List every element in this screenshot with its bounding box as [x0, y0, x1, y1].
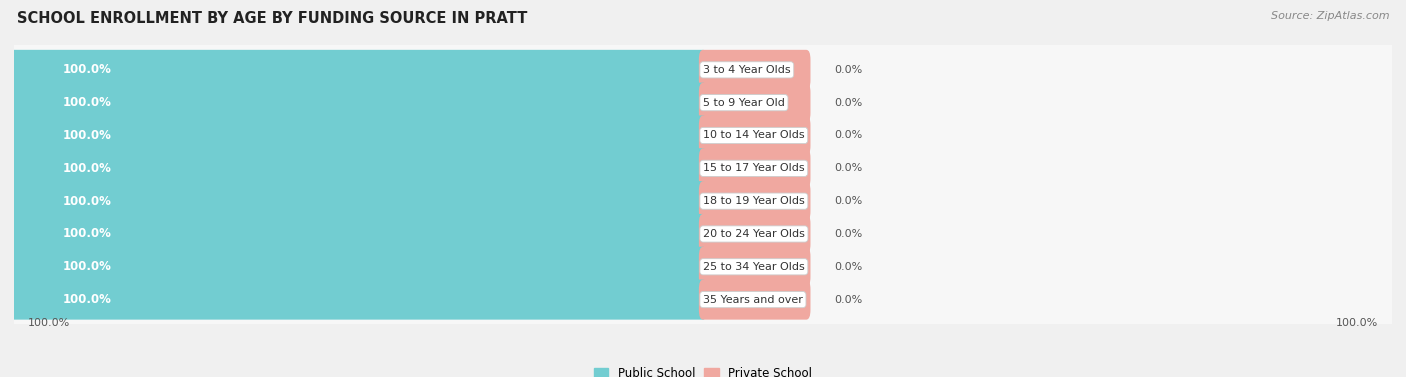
FancyBboxPatch shape: [10, 148, 707, 188]
Text: 10 to 14 Year Olds: 10 to 14 Year Olds: [703, 130, 804, 141]
Text: Source: ZipAtlas.com: Source: ZipAtlas.com: [1271, 11, 1389, 21]
Text: 0.0%: 0.0%: [834, 262, 862, 272]
FancyBboxPatch shape: [11, 172, 1395, 230]
FancyBboxPatch shape: [10, 214, 707, 254]
FancyBboxPatch shape: [10, 181, 707, 221]
Text: 15 to 17 Year Olds: 15 to 17 Year Olds: [703, 163, 804, 173]
Text: 5 to 9 Year Old: 5 to 9 Year Old: [703, 98, 785, 108]
FancyBboxPatch shape: [11, 238, 1395, 296]
Text: 100.0%: 100.0%: [62, 63, 111, 77]
FancyBboxPatch shape: [699, 115, 810, 156]
FancyBboxPatch shape: [699, 83, 810, 123]
Text: 25 to 34 Year Olds: 25 to 34 Year Olds: [703, 262, 804, 272]
FancyBboxPatch shape: [699, 50, 810, 90]
FancyBboxPatch shape: [10, 115, 707, 156]
FancyBboxPatch shape: [699, 280, 810, 320]
Legend: Public School, Private School: Public School, Private School: [593, 367, 813, 377]
FancyBboxPatch shape: [11, 74, 1395, 132]
Text: SCHOOL ENROLLMENT BY AGE BY FUNDING SOURCE IN PRATT: SCHOOL ENROLLMENT BY AGE BY FUNDING SOUR…: [17, 11, 527, 26]
Text: 100.0%: 100.0%: [62, 227, 111, 241]
FancyBboxPatch shape: [11, 139, 1395, 197]
FancyBboxPatch shape: [10, 247, 707, 287]
FancyBboxPatch shape: [699, 148, 810, 188]
Text: 100.0%: 100.0%: [62, 260, 111, 273]
Text: 100.0%: 100.0%: [28, 318, 70, 328]
FancyBboxPatch shape: [11, 107, 1395, 164]
FancyBboxPatch shape: [11, 205, 1395, 263]
FancyBboxPatch shape: [699, 214, 810, 254]
FancyBboxPatch shape: [10, 83, 707, 123]
Text: 0.0%: 0.0%: [834, 196, 862, 206]
Text: 0.0%: 0.0%: [834, 229, 862, 239]
FancyBboxPatch shape: [699, 181, 810, 221]
Text: 18 to 19 Year Olds: 18 to 19 Year Olds: [703, 196, 804, 206]
Text: 100.0%: 100.0%: [62, 293, 111, 306]
Text: 100.0%: 100.0%: [62, 195, 111, 208]
Text: 0.0%: 0.0%: [834, 98, 862, 108]
Text: 100.0%: 100.0%: [62, 129, 111, 142]
Text: 20 to 24 Year Olds: 20 to 24 Year Olds: [703, 229, 804, 239]
Text: 0.0%: 0.0%: [834, 130, 862, 141]
FancyBboxPatch shape: [699, 247, 810, 287]
FancyBboxPatch shape: [11, 271, 1395, 328]
FancyBboxPatch shape: [10, 50, 707, 90]
Text: 100.0%: 100.0%: [62, 96, 111, 109]
FancyBboxPatch shape: [10, 280, 707, 320]
Text: 0.0%: 0.0%: [834, 65, 862, 75]
FancyBboxPatch shape: [11, 41, 1395, 99]
Text: 0.0%: 0.0%: [834, 294, 862, 305]
Text: 100.0%: 100.0%: [1336, 318, 1378, 328]
Text: 0.0%: 0.0%: [834, 163, 862, 173]
Text: 35 Years and over: 35 Years and over: [703, 294, 803, 305]
Text: 3 to 4 Year Olds: 3 to 4 Year Olds: [703, 65, 790, 75]
Text: 100.0%: 100.0%: [62, 162, 111, 175]
